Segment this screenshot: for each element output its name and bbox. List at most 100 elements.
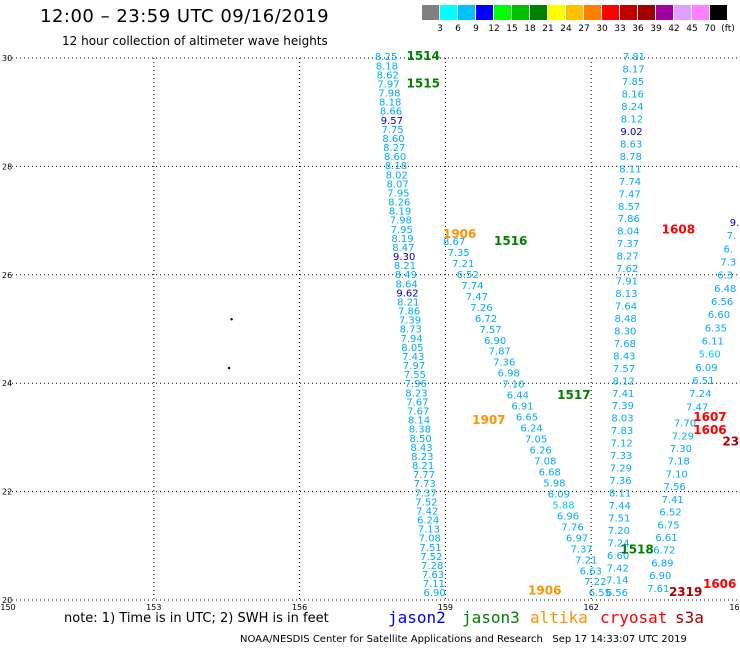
swh-value: 7.67 bbox=[406, 397, 428, 408]
scale-swatch bbox=[674, 5, 691, 20]
swh-value: 7.24 bbox=[689, 389, 711, 400]
pass-time-label: 1514 bbox=[407, 49, 440, 63]
scale-swatch bbox=[476, 5, 493, 20]
swh-value: 8.11 bbox=[609, 488, 631, 499]
swh-value: 7.97 bbox=[377, 79, 399, 90]
swh-value: 8.60 bbox=[384, 152, 406, 163]
legend-cryosat: cryosat bbox=[600, 608, 668, 627]
swh-value: 8.23 bbox=[405, 388, 427, 399]
swh-value: 6.63 bbox=[580, 566, 602, 577]
swh-value: 7.37 bbox=[617, 239, 639, 250]
legend-altika: altika bbox=[530, 608, 588, 627]
swh-value: 8.12 bbox=[621, 114, 643, 125]
pass-time-label: 1906 bbox=[443, 227, 476, 241]
swh-value: 7.98 bbox=[378, 89, 400, 100]
swh-value: 6.09 bbox=[695, 363, 717, 374]
swh-value: 8.18 bbox=[376, 61, 398, 72]
swh-value: 8.26 bbox=[388, 198, 410, 209]
swh-value: 8.60 bbox=[382, 134, 404, 145]
swh-value: 8.21 bbox=[394, 261, 416, 272]
scale-swatch bbox=[440, 5, 457, 20]
swh-value: 8.03 bbox=[611, 414, 633, 425]
pass-time-label: 1516 bbox=[494, 234, 527, 248]
swh-value: 7.67 bbox=[407, 406, 429, 417]
lon-tick-label: 159 bbox=[438, 603, 453, 612]
swh-value: 7.81 bbox=[623, 52, 645, 63]
swh-value: 6.56 bbox=[606, 588, 628, 599]
swh-value: 7.52 bbox=[415, 497, 437, 508]
swh-value: 8.21 bbox=[412, 461, 434, 472]
swh-value: 8.16 bbox=[622, 90, 644, 101]
pass-time-label: 2319 bbox=[669, 585, 702, 599]
scale-label: 39 bbox=[650, 24, 662, 34]
swh-value: 8.50 bbox=[410, 434, 432, 445]
scale-unit: (ft) bbox=[721, 24, 735, 34]
swh-value: 7.36 bbox=[493, 358, 515, 369]
swh-value: 7.95 bbox=[391, 225, 413, 236]
swh-value: 7.86 bbox=[398, 307, 420, 318]
swh-value: 7. bbox=[727, 231, 737, 242]
swh-value: 7.63 bbox=[422, 570, 444, 581]
swh-value: 8.18 bbox=[379, 98, 401, 109]
swh-value: 8.73 bbox=[400, 325, 422, 336]
swh-value: 7.39 bbox=[612, 401, 634, 412]
swh-value: 8.57 bbox=[618, 202, 640, 213]
scale-label: 30 bbox=[596, 24, 608, 34]
pass-time-label: 1906 bbox=[528, 584, 561, 598]
swh-value: 8.24 bbox=[621, 102, 643, 113]
pass-time-label: 1517 bbox=[557, 388, 590, 402]
swh-value: 7.24 bbox=[607, 538, 629, 549]
swh-value: 7.41 bbox=[661, 495, 683, 506]
swh-value: 7.61 bbox=[647, 584, 669, 595]
swh-value: 6.91 bbox=[511, 402, 533, 413]
swh-value: 9. bbox=[730, 218, 740, 229]
swh-value: 6.72 bbox=[475, 314, 497, 325]
swh-value: 8.43 bbox=[410, 443, 432, 454]
swh-value: 7.42 bbox=[607, 563, 629, 574]
pass-time-label: 1606 bbox=[693, 423, 726, 437]
swh-value: 7.83 bbox=[611, 426, 633, 437]
swh-value: 7.70 bbox=[674, 419, 696, 430]
swh-value: 6.55 bbox=[589, 588, 611, 599]
swh-value: 7.55 bbox=[404, 370, 426, 381]
lon-tick-label: 153 bbox=[146, 603, 161, 612]
lat-tick-label: 20 bbox=[2, 596, 12, 605]
swh-value: 6.90 bbox=[649, 571, 671, 582]
island-dot bbox=[227, 366, 231, 370]
swh-value: 7.41 bbox=[612, 389, 634, 400]
swh-value: 7.11 bbox=[423, 579, 445, 590]
swh-value: 5.60 bbox=[698, 350, 720, 361]
swh-value: 7.30 bbox=[670, 444, 692, 455]
lat-tick-label: 30 bbox=[2, 54, 12, 63]
swh-value: 6.51 bbox=[692, 376, 714, 387]
swh-value: 7.52 bbox=[420, 552, 442, 563]
swh-value: 8.12 bbox=[613, 376, 635, 387]
pass-time-label: 1606 bbox=[703, 577, 736, 591]
swh-value: 8.23 bbox=[411, 452, 433, 463]
swh-value: 8.07 bbox=[386, 179, 408, 190]
note-text: note: 1) Time is in UTC; 2) SWH is in fe… bbox=[64, 611, 329, 626]
swh-value: 7.56 bbox=[664, 482, 686, 493]
swh-value: 7.21 bbox=[452, 259, 474, 270]
swh-value: 8.66 bbox=[380, 107, 402, 118]
swh-value: 6.26 bbox=[530, 446, 552, 457]
swh-value: 6.52 bbox=[457, 270, 479, 281]
swh-value: 7.08 bbox=[419, 534, 441, 545]
page-title: 12:00 – 23:59 UTC 09/16/2019 bbox=[40, 6, 330, 27]
swh-value: 8.67 bbox=[443, 237, 465, 248]
swh-value: 6.72 bbox=[653, 546, 675, 557]
swh-value: 7.87 bbox=[489, 347, 511, 358]
swh-value: 8.62 bbox=[377, 70, 399, 81]
scale-label: 15 bbox=[506, 24, 518, 34]
swh-value: 8.64 bbox=[396, 279, 418, 290]
swh-value: 7.73 bbox=[414, 479, 436, 490]
footer-credit: NOAA/NESDIS Center for Satellite Applica… bbox=[240, 634, 687, 645]
swh-value: 7.14 bbox=[606, 576, 628, 587]
swh-value: 6.96 bbox=[557, 511, 579, 522]
pass-time-label: 1608 bbox=[662, 223, 695, 237]
scale-label: 27 bbox=[578, 24, 590, 34]
swh-value: 7.43 bbox=[402, 352, 424, 363]
scale-label: 42 bbox=[668, 24, 680, 34]
pass-time-label: 1907 bbox=[472, 413, 505, 427]
